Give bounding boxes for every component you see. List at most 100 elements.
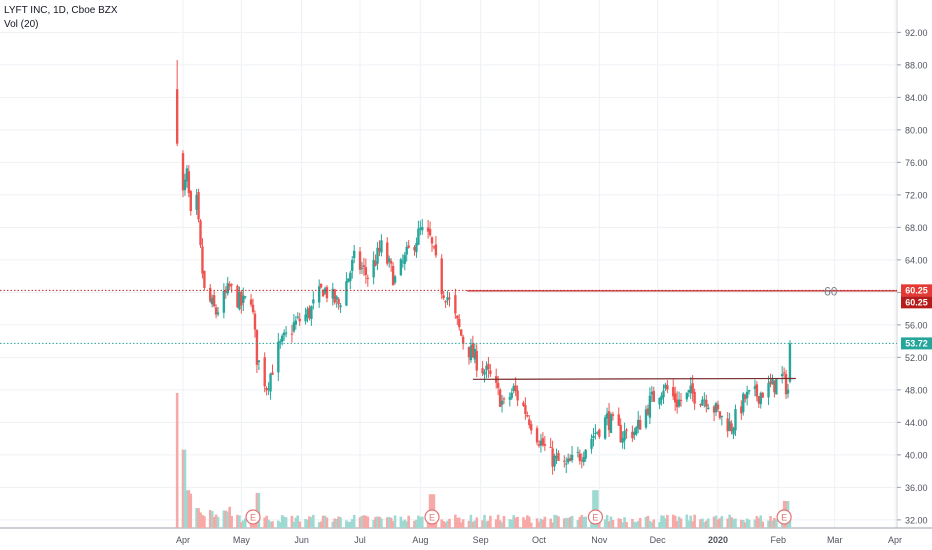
price-label-text: 60.25	[905, 285, 928, 295]
volume-bar	[310, 517, 313, 528]
candle-body	[185, 168, 189, 182]
volume-bar	[607, 521, 611, 528]
candle-body	[767, 382, 770, 398]
volume-bar	[611, 520, 615, 528]
candle-body	[734, 409, 737, 431]
volume-bar	[689, 515, 693, 528]
volume-bar	[389, 517, 393, 528]
candle-body	[281, 335, 284, 342]
candle-body	[333, 289, 336, 303]
candle-body	[578, 453, 582, 461]
candle-body	[467, 346, 471, 358]
candle-body	[747, 389, 751, 392]
price-label-text: 53.72	[905, 338, 928, 348]
candle-body	[769, 381, 772, 384]
volume-bar	[747, 519, 751, 528]
volume-bar	[350, 519, 354, 528]
candle-body	[308, 307, 311, 319]
volume-bar	[675, 521, 679, 528]
candle-body	[644, 409, 648, 428]
volume-bar	[364, 515, 368, 528]
chart-legend: LYFT INC, 1D, Cboe BZX Vol (20)	[4, 4, 118, 32]
volume-bar	[679, 518, 683, 528]
candle-body	[537, 444, 541, 447]
candle-body	[448, 297, 451, 299]
candle-body	[703, 399, 706, 401]
volume-bar	[594, 490, 597, 528]
volume-bar	[705, 520, 708, 528]
volume-bar	[294, 517, 298, 528]
volume-bar	[413, 520, 416, 528]
earnings-marker[interactable]: E	[776, 509, 792, 525]
candle-body	[362, 265, 366, 268]
earnings-marker-label: E	[250, 512, 256, 522]
candle-body	[351, 260, 354, 272]
volume-bar	[673, 515, 677, 528]
candle-body	[214, 307, 218, 315]
candle-body	[712, 406, 716, 413]
volume-bar	[541, 519, 545, 528]
volume-bar	[448, 518, 451, 528]
candle-body	[282, 332, 286, 336]
candle-body	[607, 411, 611, 431]
volume-bar	[496, 514, 500, 528]
volume-bar	[732, 518, 735, 528]
volume-bar	[512, 515, 516, 528]
candle-body	[687, 390, 690, 393]
volume-bar	[317, 522, 321, 528]
candle-body	[306, 309, 309, 318]
candle-body	[483, 371, 486, 375]
volume-bar	[664, 518, 667, 528]
candle-body	[440, 258, 443, 295]
candle-body	[277, 341, 280, 373]
volume-bar	[203, 516, 206, 528]
candle-body	[407, 245, 410, 248]
volume-bar	[712, 516, 716, 528]
earnings-marker[interactable]: E	[587, 509, 604, 525]
volume-bar	[467, 520, 471, 528]
time-tick-label: Dec	[650, 535, 667, 545]
volume-bar	[376, 516, 379, 528]
price-label-box	[901, 284, 932, 297]
candle-body	[753, 386, 757, 389]
volume-bar	[714, 515, 718, 528]
candle-body	[771, 377, 774, 385]
volume-bar	[284, 517, 288, 528]
volume-bar	[483, 514, 486, 528]
candle-body	[374, 261, 377, 266]
candle-body	[524, 405, 527, 415]
volume-bar	[399, 516, 403, 528]
candle-body	[543, 444, 547, 446]
volume-bar	[222, 510, 226, 528]
candle-body	[617, 414, 620, 426]
candle-body	[358, 251, 362, 270]
price-tick-label: 68.00	[905, 223, 928, 233]
candle-body	[673, 393, 677, 403]
volume-bar	[582, 516, 586, 528]
candle-body	[522, 402, 525, 406]
volume-bar	[181, 449, 185, 528]
volume-bar	[648, 520, 652, 528]
volume-bar	[440, 519, 444, 528]
candle-body	[584, 449, 587, 459]
candle-body	[631, 431, 634, 439]
volume-bar	[658, 522, 661, 528]
candle-body	[730, 423, 733, 432]
candle-body	[755, 384, 759, 397]
volume-bar	[740, 519, 743, 528]
volume-bar	[296, 515, 300, 528]
candle-body	[652, 390, 655, 402]
volume-bar	[498, 520, 502, 528]
volume-bar	[617, 518, 621, 528]
volume-bar	[226, 511, 230, 528]
earnings-marker[interactable]: E	[245, 509, 261, 525]
earnings-marker[interactable]: E	[424, 509, 440, 525]
volume-bar	[265, 515, 268, 528]
price-tick-label: 40.00	[905, 450, 928, 460]
candle-body	[459, 329, 463, 336]
candle-body	[761, 392, 764, 398]
volume-bar	[757, 518, 761, 528]
volume-bar	[277, 520, 280, 528]
candle-body	[428, 228, 432, 236]
